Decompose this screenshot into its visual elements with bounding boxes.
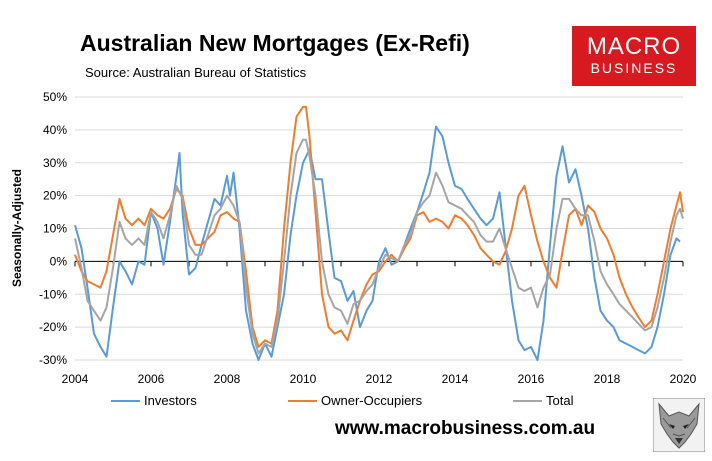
wolf-logo-icon xyxy=(653,398,705,452)
chart-subtitle: Source: Australian Bureau of Statistics xyxy=(85,65,307,80)
legend: Investors Owner-Occupiers Total xyxy=(111,393,574,408)
logo-line-macro: MACRO xyxy=(586,33,682,60)
series-lines xyxy=(74,105,684,361)
y-axis-label: Seasonally-Adjusted xyxy=(10,169,24,287)
chart-title: Australian New Mortgages (Ex-Refi) xyxy=(80,30,470,56)
x-tick-label: 2012 xyxy=(366,372,393,386)
x-axis-ticks: 2004 2006 2008 2010 2012 2014 2016 2018 2020 xyxy=(62,372,697,386)
series-line-investors xyxy=(74,125,681,361)
logo-line-business: BUSINESS xyxy=(590,60,678,76)
y-tick-label: -20% xyxy=(39,320,67,334)
y-tick-label: 40% xyxy=(43,123,67,137)
series-line-total xyxy=(74,138,684,355)
y-tick-label: 10% xyxy=(43,222,67,236)
x-tick-label: 2018 xyxy=(594,372,621,386)
x-tick-label: 2014 xyxy=(442,372,469,386)
y-tick-label: 50% xyxy=(43,90,67,104)
y-tick-label: -30% xyxy=(39,353,67,367)
y-tick-label: 20% xyxy=(43,189,67,203)
x-tick-label: 2006 xyxy=(138,372,165,386)
x-tick-label: 2020 xyxy=(670,372,697,386)
legend-label-investors: Investors xyxy=(144,393,197,408)
x-tick-label: 2016 xyxy=(518,372,545,386)
x-tick-label: 2010 xyxy=(290,372,317,386)
macrobusiness-logo: MACRO BUSINESS xyxy=(572,26,696,86)
y-axis-ticks: -30% -20% -10% 0% 10% 20% 30% 40% 50% xyxy=(39,90,67,367)
legend-label-total: Total xyxy=(546,393,574,408)
x-tick-label: 2008 xyxy=(214,372,241,386)
y-tick-label: 30% xyxy=(43,156,67,170)
x-tick-label: 2004 xyxy=(62,372,89,386)
website-url: www.macrobusiness.com.au xyxy=(335,418,596,439)
legend-label-owner-occupiers: Owner-Occupiers xyxy=(321,393,423,408)
y-tick-label: 0% xyxy=(50,254,68,268)
y-tick-label: -10% xyxy=(39,287,67,301)
